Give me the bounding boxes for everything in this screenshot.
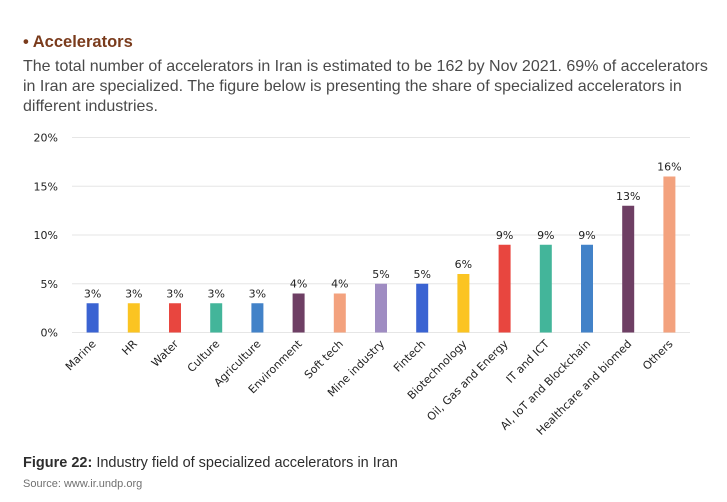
paragraph-line: different industries. [23,98,158,115]
y-tick-label: 15% [34,180,58,193]
data-label: 4% [331,278,348,291]
paragraph-line: in Iran are specialized. The figure belo… [23,78,682,95]
bar [333,293,346,333]
y-tick-label: 5% [41,278,58,291]
heading-title: Accelerators [32,33,133,51]
x-tick-label: Culture [185,337,223,375]
bar [210,303,223,333]
bar [127,303,140,333]
bar [86,303,99,333]
x-tick-label: HR [119,337,140,358]
intro-paragraph: The total number of accelerators in Iran… [23,57,727,117]
data-label: 3% [125,287,142,300]
x-tick-label: Oil, Gas and Energy [424,337,511,424]
data-label: 4% [290,278,307,291]
section-heading: • Accelerators [23,33,133,52]
bar [169,303,181,333]
x-tick-label: Water [149,337,182,370]
bar [457,274,470,333]
data-label: 9% [537,229,554,242]
bar [498,244,511,333]
x-tick-label: Fintech [391,337,428,374]
bar [663,176,676,333]
bar [292,293,305,333]
y-tick-label: 10% [34,229,58,242]
data-label: 3% [207,287,224,300]
x-tick-label: Others [640,337,676,373]
y-tick-label: 0% [41,327,58,340]
bar [375,283,387,333]
bar [539,244,552,333]
bar [581,244,593,333]
data-label: 6% [455,258,472,271]
heading-bullet: • [23,33,29,51]
bar [251,303,264,333]
data-label: 3% [166,287,183,300]
data-label: 16% [657,161,681,174]
figure-caption-text: Industry field of specialized accelerato… [96,455,398,471]
bar [416,283,429,333]
figure-caption: Figure 22: Industry field of specialized… [23,455,398,471]
y-tick-label: 20% [34,132,58,145]
figure-label: Figure 22: [23,455,93,471]
data-label: 5% [372,268,389,281]
data-label: 9% [578,229,595,242]
paragraph-line: The total number of accelerators in Iran… [23,58,708,75]
data-label: 5% [413,268,430,281]
figure-source: Source: www.ir.undp.org [23,478,143,490]
x-tick-label: Marine [63,337,99,373]
data-label: 3% [84,287,101,300]
data-label: 13% [616,190,640,203]
data-label: 3% [249,287,266,300]
data-label: 9% [496,229,513,242]
bar [622,205,635,333]
